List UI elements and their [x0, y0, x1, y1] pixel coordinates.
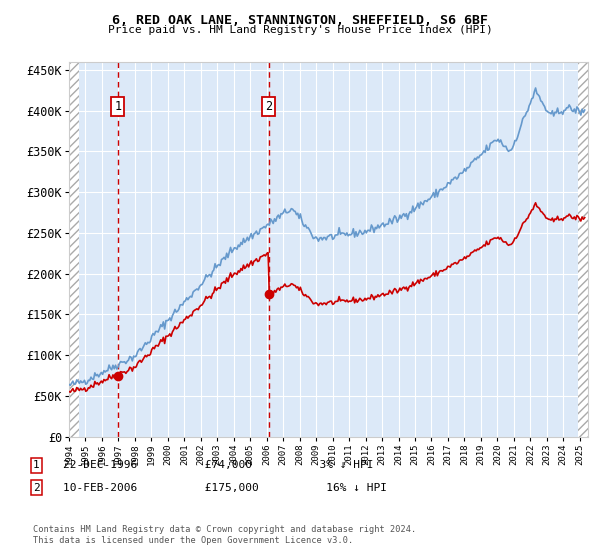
Text: 22-DEC-1996          £74,000          3% ↓ HPI: 22-DEC-1996 £74,000 3% ↓ HPI — [63, 460, 373, 470]
Text: This data is licensed under the Open Government Licence v3.0.: This data is licensed under the Open Gov… — [33, 536, 353, 545]
Bar — [69, 62, 79, 437]
Text: 6, RED OAK LANE, STANNINGTON, SHEFFIELD, S6 6BF: 6, RED OAK LANE, STANNINGTON, SHEFFIELD,… — [112, 14, 488, 27]
Text: 10-FEB-2006          £175,000          16% ↓ HPI: 10-FEB-2006 £175,000 16% ↓ HPI — [63, 483, 387, 493]
Text: 2: 2 — [265, 100, 272, 113]
Bar — [578, 62, 588, 437]
Text: Price paid vs. HM Land Registry's House Price Index (HPI): Price paid vs. HM Land Registry's House … — [107, 25, 493, 35]
Text: Contains HM Land Registry data © Crown copyright and database right 2024.: Contains HM Land Registry data © Crown c… — [33, 525, 416, 534]
Text: 1: 1 — [33, 460, 40, 470]
Text: 1: 1 — [115, 100, 121, 113]
Text: 2: 2 — [33, 483, 40, 493]
